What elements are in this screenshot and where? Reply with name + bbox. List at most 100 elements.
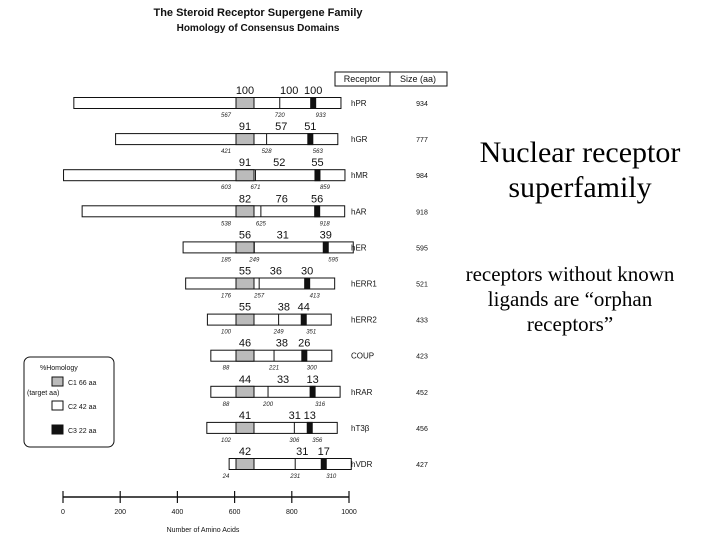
domain-position: 249 [248, 257, 260, 263]
axis-tick-label: 200 [114, 509, 126, 516]
domain-position: 567 [221, 113, 232, 119]
homology-percent: 55 [239, 302, 251, 314]
homology-percent: 38 [278, 302, 290, 314]
legend-title: %Homology [40, 365, 78, 372]
axis-tick-label: 800 [286, 509, 298, 516]
domain-position: 88 [223, 366, 230, 372]
homology-percent: 33 [277, 374, 289, 386]
c3-domain [320, 458, 327, 470]
homology-percent: 52 [273, 157, 285, 169]
domain-position: 421 [221, 149, 231, 155]
receptor-name: hERR1 [351, 280, 377, 289]
legend-swatch [51, 424, 64, 435]
receptor-name: hT3β [351, 424, 370, 433]
c1-domain [235, 313, 255, 326]
homology-percent: 36 [270, 266, 282, 278]
receptor-size: 934 [416, 101, 428, 108]
homology-percent: 42 [239, 446, 251, 458]
homology-percent: 17 [318, 446, 330, 458]
domain-position: 231 [289, 474, 300, 480]
legend-items: C1 66 aa C2 42 aa C3 22 aa [51, 376, 97, 435]
c1-domain [235, 205, 255, 218]
c3-domain [310, 97, 317, 109]
protein-bar [182, 241, 354, 254]
axis-tick-label: 0 [61, 509, 65, 516]
receptor-row: 56 31 39 185 249 595 hER 595 [182, 229, 428, 263]
c1-domain [235, 169, 255, 182]
homology-percent: 100 [304, 85, 322, 97]
domain-position: 859 [320, 185, 331, 191]
domain-position: 24 [222, 474, 230, 480]
receptor-row: 44 33 13 88 200 316 hRAR 452 [210, 374, 428, 408]
homology-percent: 57 [275, 121, 287, 133]
receptor-size: 521 [416, 282, 428, 289]
homology-percent: 30 [301, 266, 313, 278]
axis-tick-label: 600 [229, 509, 241, 516]
legend-label: C2 42 aa [68, 404, 97, 411]
homology-percent: 56 [239, 229, 251, 241]
c3-domain [309, 385, 316, 398]
axis-tick-label: 1000 [341, 509, 357, 516]
receptor-size: 595 [416, 245, 428, 252]
receptor-size: 777 [416, 137, 428, 144]
domain-position: 300 [307, 366, 318, 372]
domain-position: 249 [273, 330, 285, 336]
domain-position: 720 [275, 113, 286, 119]
receptor-name: hVDR [351, 460, 373, 469]
legend-swatch [51, 376, 64, 387]
protein-bar [210, 385, 341, 398]
diagram-subtitle: Homology of Consensus Domains [177, 23, 340, 34]
receptor-row: 100 100 100 567 720 933 hPR 934 [73, 85, 428, 119]
protein-bar [210, 349, 333, 362]
receptor-size: 427 [416, 462, 428, 469]
domain-position: 351 [306, 330, 316, 336]
homology-percent: 31 [296, 446, 308, 458]
domain-position: 595 [328, 257, 339, 263]
domain-position: 933 [316, 113, 327, 119]
protein-bar [206, 421, 338, 434]
domain-position: 918 [320, 221, 331, 227]
protein-bar [115, 133, 339, 146]
domain-position: 88 [223, 402, 230, 408]
receptor-name: hMR [351, 171, 368, 180]
receptor-row: 42 31 17 24 231 310 hVDR 427 [222, 446, 428, 480]
c3-domain [300, 313, 307, 326]
domain-position: 257 [253, 294, 265, 300]
homology-percent: 26 [298, 338, 310, 350]
domain-position: 413 [310, 294, 321, 300]
receptor-name: hGR [351, 135, 368, 144]
legend-note: (target aa) [27, 390, 59, 397]
homology-percent: 38 [276, 338, 288, 350]
c1-domain [235, 385, 255, 398]
side-title: Nuclear receptor superfamily [479, 136, 681, 205]
homology-percent: 44 [239, 374, 251, 386]
side-note: receptors without known ligands are “orp… [465, 262, 675, 336]
receptor-row: 91 52 55 603 671 859 hMR 984 [63, 157, 428, 191]
c1-domain [235, 421, 255, 434]
protein-bar [73, 97, 342, 109]
c1-domain [235, 458, 255, 470]
receptor-row: 46 38 26 88 221 300 COUP 423 [210, 338, 428, 372]
homology-percent: 100 [236, 85, 254, 97]
receptor-rows: 100 100 100 567 720 933 hPR 934 91 57 51 421 528 563 h… [63, 85, 428, 480]
protein-bar [206, 313, 332, 326]
domain-position: 221 [268, 366, 279, 372]
homology-percent: 13 [306, 374, 318, 386]
domain-position: 356 [312, 438, 323, 444]
receptor-size: 984 [416, 173, 428, 180]
axis-label: Number of Amino Acids [167, 527, 240, 534]
receptor-size: 452 [416, 390, 428, 397]
receptor-row: 82 76 56 538 625 918 hAR 918 [81, 193, 428, 227]
homology-percent: 51 [304, 121, 316, 133]
domain-position: 563 [313, 149, 324, 155]
c1-domain [235, 97, 255, 109]
legend-box: %Homology (target aa) C1 66 aa C2 42 aa C3… [23, 356, 115, 448]
c3-domain [322, 241, 329, 254]
diagram-title: The Steroid Receptor Supergene Family [153, 7, 363, 19]
axis-tick-label: 400 [172, 509, 184, 516]
homology-percent: 91 [239, 121, 251, 133]
homology-percent: 44 [298, 302, 310, 314]
protein-bar [185, 277, 336, 290]
c3-domain [301, 349, 308, 362]
